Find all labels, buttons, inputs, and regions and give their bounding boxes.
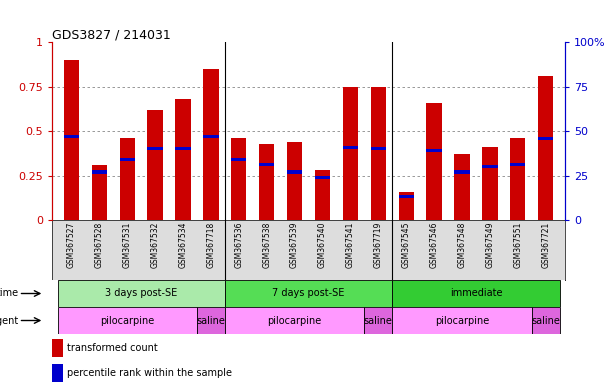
Bar [225,307,364,334]
Bar [64,135,79,138]
Bar [203,135,219,138]
Text: pilocarpine: pilocarpine [100,316,155,326]
Text: percentile rank within the sample: percentile rank within the sample [67,368,232,378]
Text: GSM367534: GSM367534 [178,222,188,268]
Text: GSM367549: GSM367549 [485,222,494,268]
Bar [426,103,442,220]
Text: immediate: immediate [450,288,502,298]
Bar [532,307,560,334]
Text: GSM367548: GSM367548 [458,222,466,268]
Bar [120,158,135,161]
Text: GSM367540: GSM367540 [318,222,327,268]
Bar [259,144,274,220]
Text: transformed count: transformed count [67,343,158,353]
Text: GSM367531: GSM367531 [123,222,132,268]
Text: pilocarpine: pilocarpine [435,316,489,326]
Bar [197,307,225,334]
Bar [52,339,63,356]
Bar [120,138,135,220]
Bar [392,307,532,334]
Bar [92,165,107,220]
Text: saline: saline [531,316,560,326]
Text: GSM367532: GSM367532 [151,222,159,268]
Bar [510,163,525,167]
Bar [315,176,330,179]
Bar [510,138,525,220]
Bar [57,280,225,307]
Bar [225,280,392,307]
Text: agent: agent [0,316,18,326]
Bar [231,138,246,220]
Bar [92,170,107,174]
Text: GSM367721: GSM367721 [541,222,550,268]
Bar [231,158,246,161]
Text: GSM367719: GSM367719 [374,222,382,268]
Bar [482,165,497,168]
Text: GSM367527: GSM367527 [67,222,76,268]
Text: GSM367536: GSM367536 [235,222,243,268]
Text: 3 days post-SE: 3 days post-SE [105,288,177,298]
Text: GDS3827 / 214031: GDS3827 / 214031 [52,28,170,41]
Text: GSM367545: GSM367545 [401,222,411,268]
Text: saline: saline [197,316,225,326]
Bar [371,87,386,220]
Bar [175,147,191,151]
Text: GSM367541: GSM367541 [346,222,355,268]
Bar [287,142,302,220]
Text: time: time [0,288,18,298]
Bar [315,170,330,220]
Bar [287,170,302,174]
Bar [455,154,470,220]
Bar [364,307,392,334]
Text: saline: saline [364,316,393,326]
Bar [455,170,470,174]
Bar [203,69,219,220]
Bar [538,137,554,140]
Bar [147,147,163,151]
Bar [392,280,560,307]
Text: pilocarpine: pilocarpine [268,316,322,326]
Text: 7 days post-SE: 7 days post-SE [273,288,345,298]
Bar [175,99,191,220]
Text: GSM367718: GSM367718 [207,222,216,268]
Bar [147,110,163,220]
Text: GSM367539: GSM367539 [290,222,299,268]
Bar [426,149,442,152]
Bar [52,364,63,381]
Bar [57,307,197,334]
Bar [398,192,414,220]
Text: GSM367546: GSM367546 [430,222,439,268]
Bar [259,163,274,167]
Bar [482,147,497,220]
Bar [343,87,358,220]
Bar [398,195,414,199]
Text: GSM367528: GSM367528 [95,222,104,268]
Bar [538,76,554,220]
Text: GSM367538: GSM367538 [262,222,271,268]
Bar [64,60,79,220]
Text: GSM367551: GSM367551 [513,222,522,268]
Bar [343,146,358,149]
Bar [371,147,386,151]
